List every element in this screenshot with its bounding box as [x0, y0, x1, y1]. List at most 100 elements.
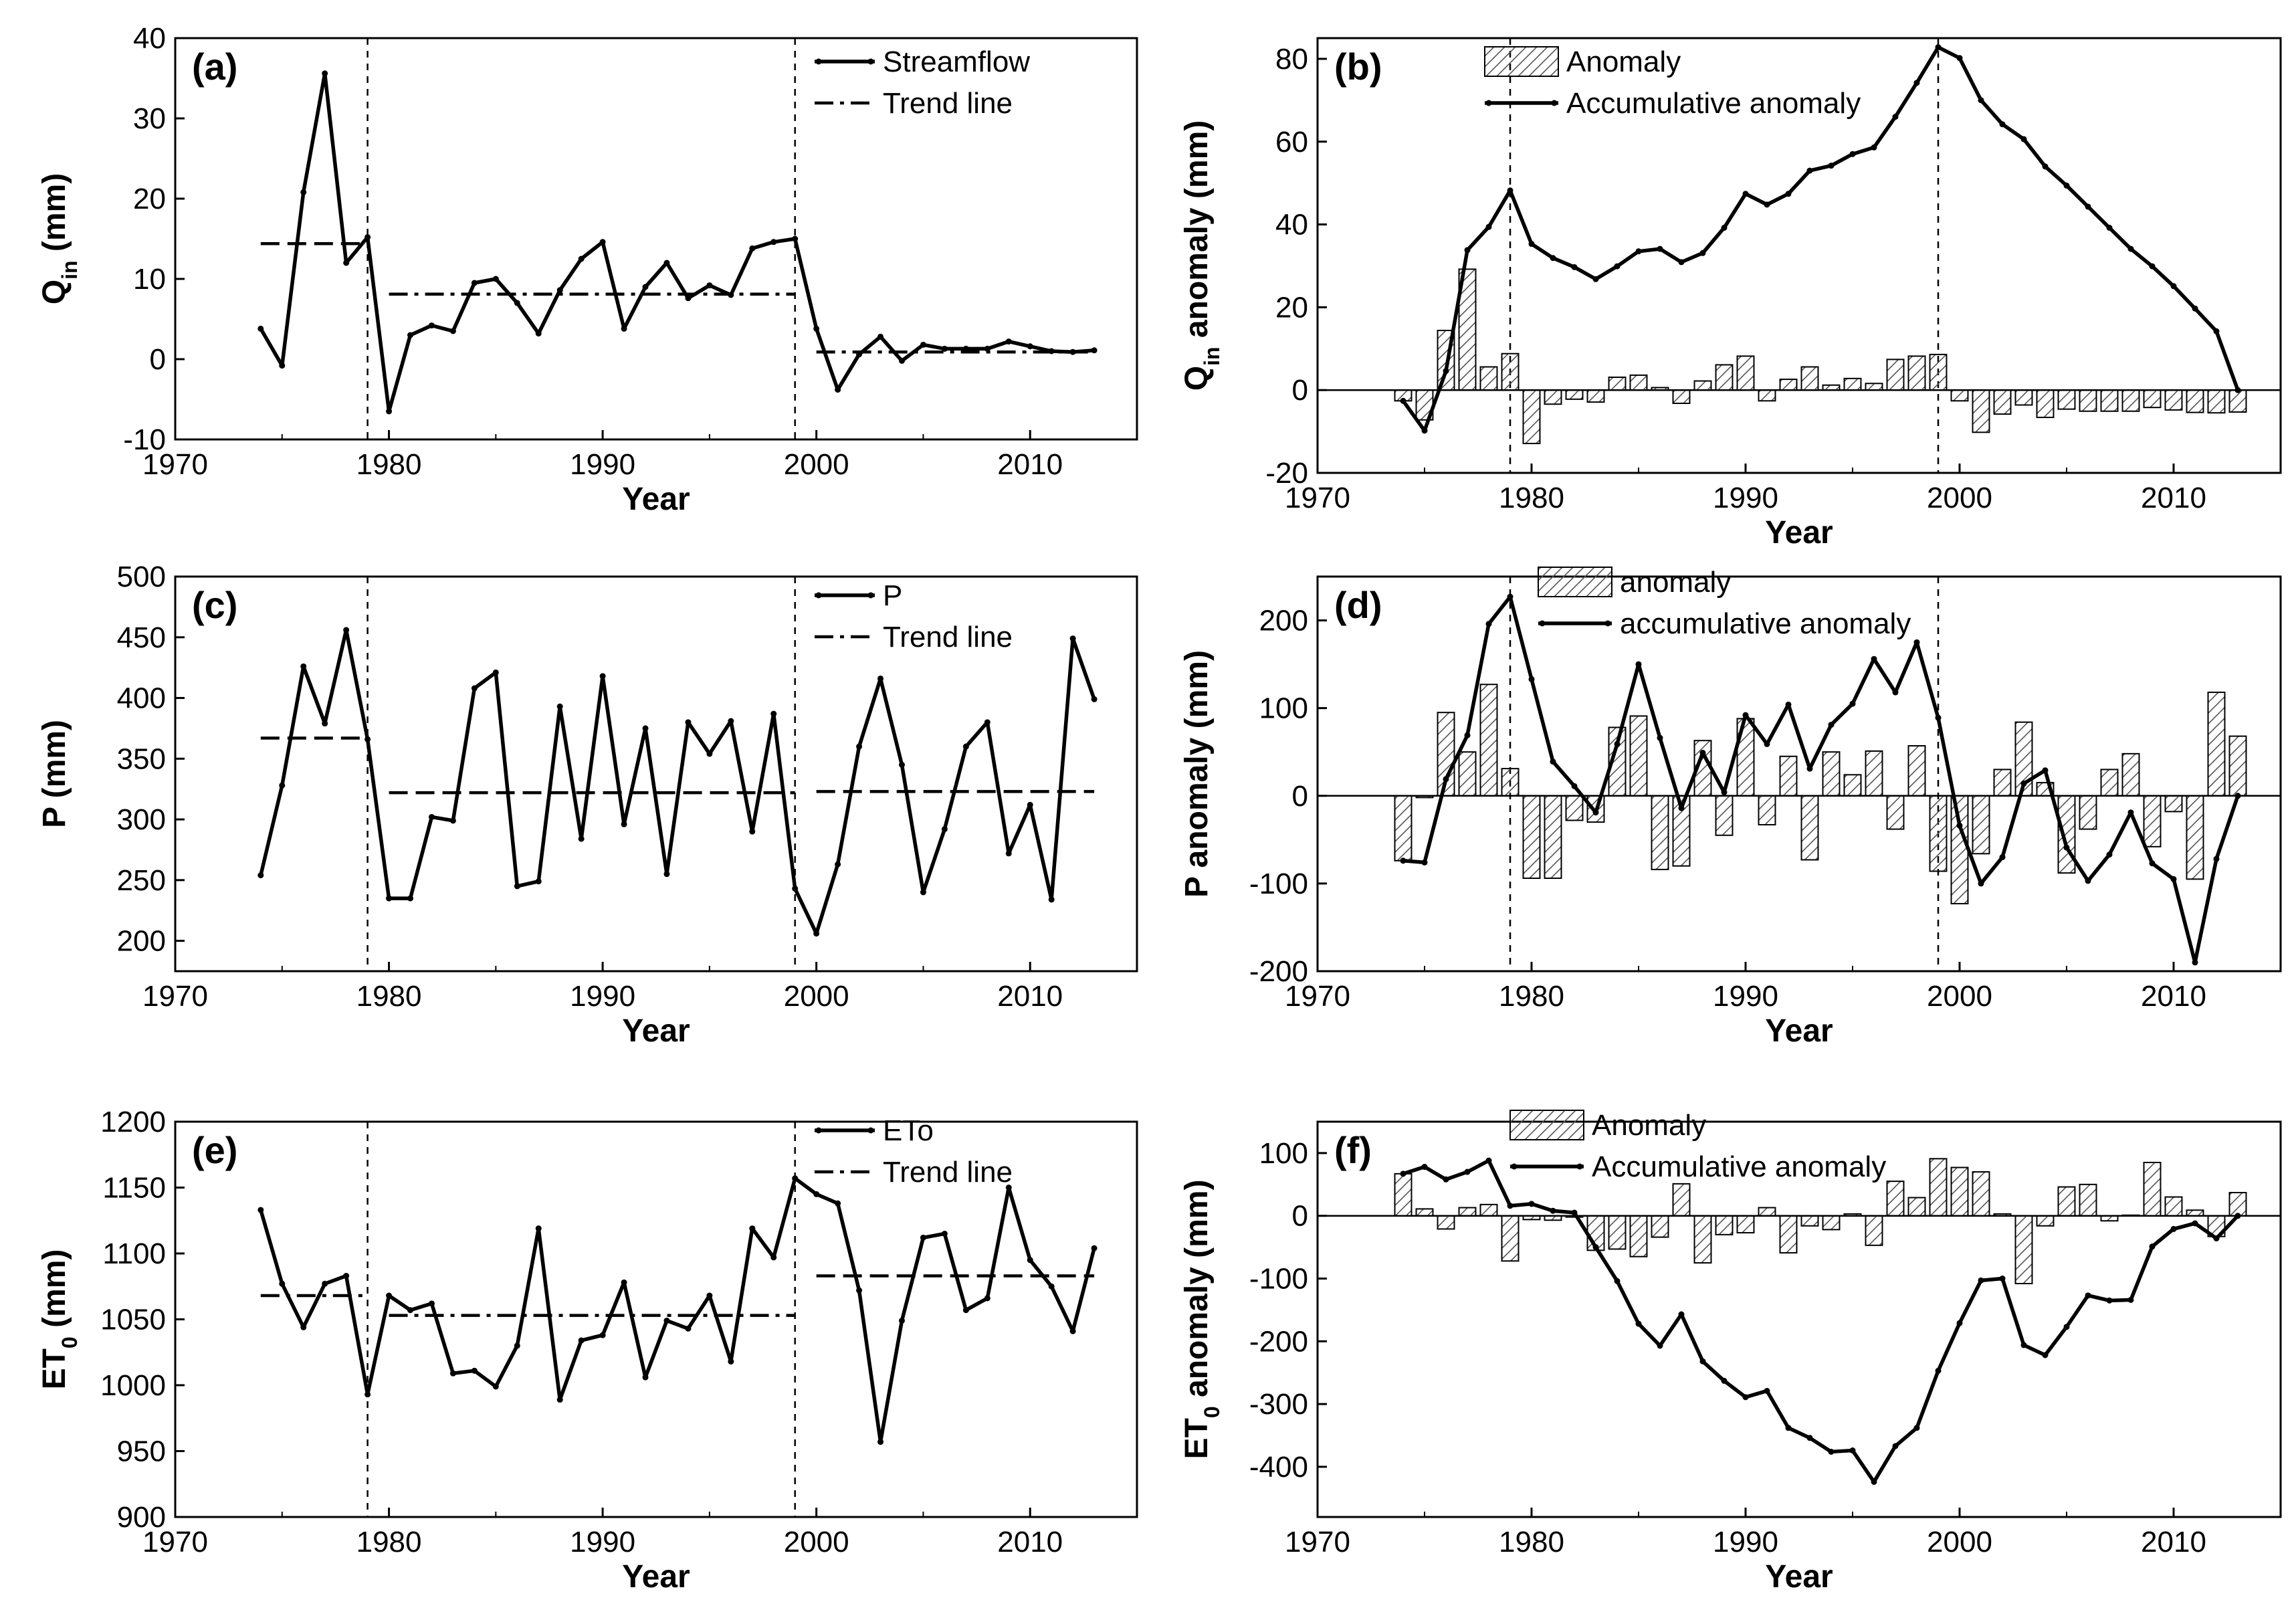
series-point: [813, 930, 820, 937]
series-point: [1614, 1278, 1621, 1284]
anomaly-bar: [2057, 1186, 2076, 1217]
anomaly-bar: [1779, 379, 1798, 391]
series-point: [1443, 776, 1449, 783]
anomaly-bar: [2057, 389, 2076, 410]
anomaly-bar: [1972, 795, 1990, 855]
series-point: [984, 345, 990, 352]
anomaly-bar: [1629, 374, 1648, 391]
series-point: [492, 669, 499, 676]
series-point: [2063, 182, 2070, 189]
y-tick-label: 400: [117, 682, 166, 715]
anomaly-bar: [1843, 377, 1862, 391]
panel-label: (f): [1334, 1129, 1372, 1171]
x-tick-label: 1970: [142, 980, 208, 1013]
series-point: [1592, 809, 1599, 816]
series-point: [428, 1300, 435, 1307]
y-axis-title-main: ET: [1179, 1418, 1215, 1459]
series-point: [1935, 44, 1942, 51]
x-tick-label: 1980: [1499, 482, 1564, 514]
series-point: [492, 1383, 499, 1390]
panel-c: 1970 1980 1990 2000 2010 200 250 300 350 400 450 50…: [37, 561, 1138, 1049]
x-tick-label: 1990: [570, 980, 635, 1013]
x-tick-label: 1980: [356, 980, 422, 1013]
anomaly-bar: [2143, 389, 2162, 409]
series-point: [257, 1207, 264, 1213]
y-tick-label: 0: [1292, 780, 1308, 813]
legend-label: anomaly: [1620, 566, 1731, 599]
anomaly-bar: [2164, 389, 2183, 411]
anomaly-bar: [1415, 795, 1434, 799]
anomaly-bar: [1672, 1183, 1691, 1217]
series-point: [1764, 201, 1770, 208]
anomaly-bar: [1565, 795, 1584, 821]
y-axis-title-rest: (mm): [37, 720, 72, 807]
y-axis-title-rest: (mm): [37, 1249, 72, 1337]
x-tick-label: 1980: [1499, 1526, 1564, 1558]
panel-f: 1970 1980 1990 2000 2010 -400 -300 -200 -100 0 100…: [1179, 1109, 2282, 1595]
anomaly-bar: [1865, 750, 1883, 797]
series-point: [535, 1225, 542, 1232]
anomaly-bar: [2057, 795, 2076, 874]
series-point: [1069, 635, 1076, 642]
legend-swatch-point: [1551, 100, 1558, 106]
y-axis-title-sub: 0: [1200, 1406, 1224, 1418]
anomaly-bar: [1651, 387, 1669, 391]
series-point: [749, 245, 756, 251]
series-point: [1699, 750, 1706, 756]
x-tick-label: 1970: [1285, 482, 1350, 514]
series-point: [1048, 348, 1055, 354]
series-point: [1721, 225, 1728, 231]
anomaly-bar: [1993, 1213, 2012, 1217]
series-point: [1091, 1245, 1098, 1251]
anomaly-bar: [2079, 389, 2097, 412]
x-tick-label: 1990: [1713, 980, 1778, 1013]
series-point: [1443, 368, 1449, 375]
y-tick-label: 450: [117, 621, 166, 654]
series-point: [1721, 789, 1728, 796]
series-point: [962, 1307, 969, 1314]
series-point: [728, 718, 734, 724]
series-point: [1978, 1277, 1984, 1284]
panel-e: 1970 1980 1990 2000 2010 900 950 1000 1050 1100 11…: [37, 1106, 1138, 1595]
x-axis-title: Year: [1765, 1013, 1833, 1049]
series-point: [599, 673, 606, 680]
y-tick-label: 20: [1275, 291, 1308, 324]
panel-label: (b): [1334, 45, 1382, 88]
x-tick-label: 2000: [784, 448, 849, 481]
series-point: [343, 627, 350, 633]
anomaly-bar: [1993, 769, 2012, 797]
anomaly-bar: [1394, 795, 1413, 861]
series-point: [2127, 1296, 2134, 1303]
series-point: [1892, 1443, 1899, 1449]
x-tick-label: 1980: [356, 448, 422, 481]
y-tick-label: 10: [133, 263, 166, 296]
x-tick-label: 1990: [1713, 482, 1778, 514]
y-axis-title: P anomaly (mm): [1179, 650, 1215, 898]
anomaly-bar: [1886, 1181, 1905, 1217]
series-point: [1828, 722, 1835, 728]
anomaly-bar: [2100, 1215, 2119, 1222]
y-axis-title-rest: anomaly (mm): [1179, 1180, 1215, 1407]
anomaly-bar: [1929, 353, 1948, 391]
y-tick-label: -10: [123, 423, 166, 456]
series-point: [792, 235, 799, 242]
series-point: [2020, 136, 2027, 142]
series-point: [706, 750, 713, 757]
series-point: [257, 325, 264, 332]
series-point: [1785, 701, 1792, 708]
series-point: [1721, 1377, 1728, 1384]
legend-label: Trend line: [883, 87, 1013, 120]
series-point: [621, 1279, 627, 1286]
anomaly-bar: [1736, 355, 1755, 391]
anomaly-bar: [1501, 352, 1520, 391]
series-point: [1635, 248, 1642, 255]
anomaly-bar: [1800, 1215, 1819, 1227]
anomaly-bar: [2164, 795, 2183, 813]
series-point: [1935, 1367, 1942, 1374]
series-point: [856, 1287, 863, 1294]
anomaly-bar: [1544, 1215, 1562, 1221]
anomaly-bar: [2036, 389, 2055, 419]
series-point: [1550, 1207, 1556, 1214]
series-point: [877, 675, 884, 682]
